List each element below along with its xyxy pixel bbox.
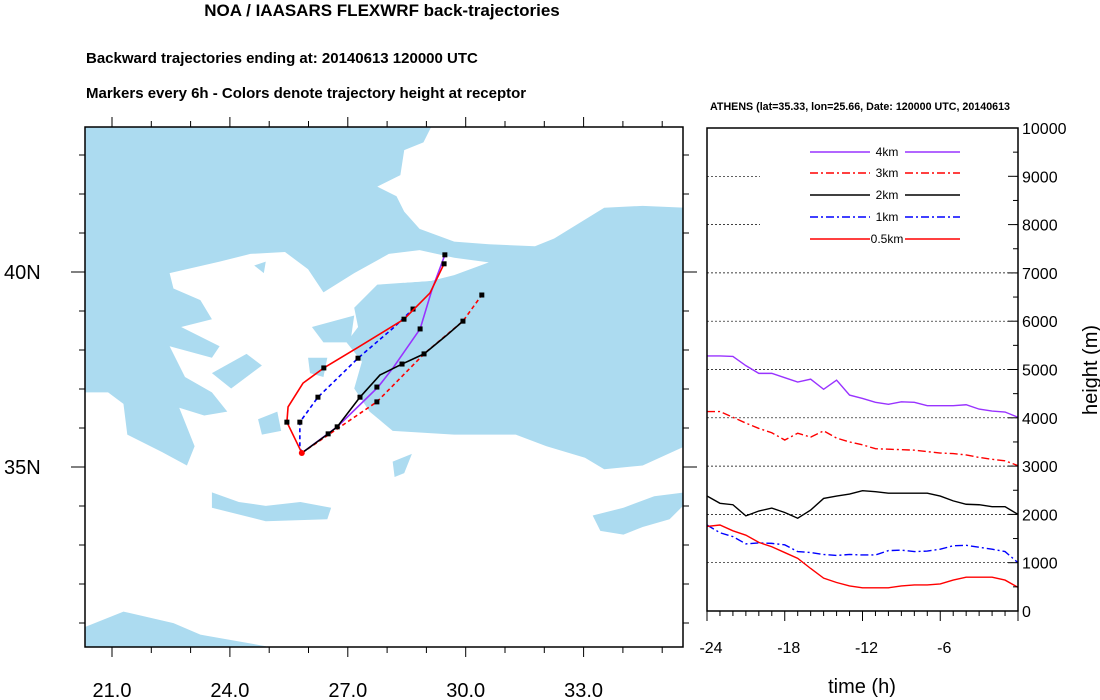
lon-tick-label: 33.0 <box>564 680 603 700</box>
trajectory-1km <box>299 308 414 454</box>
trajectory-marker <box>321 365 327 371</box>
trajectory-marker <box>374 384 380 390</box>
crete-island <box>211 492 332 522</box>
trajectory-marker <box>421 351 427 357</box>
lon-tick-label: 21.0 <box>93 680 132 700</box>
lon-tick-label: 24.0 <box>210 680 249 700</box>
series-line-4km <box>707 355 1019 418</box>
y-tick-label: 9000 <box>1022 169 1058 186</box>
map-lat-labels: 35N 40N <box>4 262 41 479</box>
trajectory-marker <box>355 355 361 361</box>
trajectories-layer <box>284 252 485 456</box>
height-y-tick-labels: 0 1000 2000 3000 4000 5000 6000 7000 8000 9000 100… <box>1022 121 1067 621</box>
lesvos-island <box>311 315 355 343</box>
y-tick-label: 7000 <box>1022 266 1058 283</box>
trajectory-2km <box>301 320 464 454</box>
trajectory-marker <box>441 261 447 267</box>
x-tick-label: -12 <box>855 640 878 657</box>
map-frame <box>84 126 684 648</box>
x-tick-label: -24 <box>699 640 722 657</box>
trajectory-marker <box>325 431 331 437</box>
height-legend: 4km 3km 2km 1km 0.5km <box>810 145 960 246</box>
y-tick-label: 1000 <box>1022 556 1058 573</box>
trajectory-marker <box>284 419 290 425</box>
y-tick-label: 2000 <box>1022 507 1058 524</box>
subtitle-ending: Backward trajectories ending at: 2014061… <box>86 50 478 67</box>
x-tick-label: -6 <box>937 640 951 657</box>
trajectory-marker <box>399 361 405 367</box>
height-x-axis-label: time (h) <box>828 676 896 698</box>
trajectory-marker <box>374 399 380 405</box>
y-tick-label: 3000 <box>1022 459 1058 476</box>
legend-box <box>760 140 1015 252</box>
y-tick-label: 5000 <box>1022 363 1058 380</box>
lon-tick-label: 30.0 <box>446 680 485 700</box>
trajectory-marker <box>357 394 363 400</box>
cyprus-island <box>592 492 683 535</box>
trajectory-marker <box>417 326 423 332</box>
trajectory-3km <box>301 294 483 454</box>
height-x-tick-labels: -24 -18 -12 -6 <box>699 640 951 657</box>
legend-label: 3km <box>876 166 899 180</box>
y-tick-label: 8000 <box>1022 218 1058 235</box>
trajectory-map <box>85 127 683 647</box>
main-title: NOA / IAASARS FLEXWRF back-trajectories <box>204 1 560 20</box>
series-line-0.5km <box>706 524 1019 589</box>
receptor-marker <box>298 449 305 456</box>
x-tick-label: -18 <box>777 640 800 657</box>
legend-label: 2km <box>876 188 899 202</box>
cyclades-island <box>258 411 282 435</box>
black-sea <box>377 127 683 247</box>
trajectory-marker <box>479 292 485 298</box>
trajectory-marker <box>297 419 303 425</box>
series-line-2km <box>706 490 1019 520</box>
lon-tick-label: 27.0 <box>328 680 367 700</box>
height-ticks <box>706 127 1019 621</box>
trajectory-marker <box>401 316 407 322</box>
series-line-1km <box>706 524 1019 564</box>
height-chart-title: ATHENS (lat=35.33, lon=25.66, Date: 1200… <box>710 101 1010 113</box>
aegean-mediterranean-sea <box>85 250 683 647</box>
euboea-island <box>211 353 262 389</box>
subtitle-markers: Markers every 6h - Colors denote traject… <box>86 85 526 102</box>
height-series <box>706 355 1019 589</box>
legend-label: 0.5km <box>871 232 904 246</box>
y-tick-label: 6000 <box>1022 314 1058 331</box>
trajectory-marker <box>334 424 340 430</box>
y-tick-label: 0 <box>1022 604 1031 621</box>
height-y-axis-label: height (m) <box>1080 325 1100 415</box>
marmara-sea <box>400 269 455 283</box>
y-tick-label: 10000 <box>1022 121 1067 138</box>
legend-label: 4km <box>876 145 899 159</box>
lat-tick-label: 35N <box>4 457 41 479</box>
map-lon-labels: 21.0 24.0 27.0 30.0 33.0 <box>93 680 604 700</box>
legend-label: 1km <box>876 210 899 224</box>
trajectory-marker <box>442 252 448 258</box>
y-tick-label: 4000 <box>1022 411 1058 428</box>
lat-tick-label: 40N <box>4 262 41 284</box>
trajectory-marker <box>315 394 321 400</box>
series-line-3km <box>707 410 1019 467</box>
trajectory-marker <box>460 318 466 324</box>
chios-island <box>308 357 328 377</box>
map-ticks <box>71 117 697 657</box>
